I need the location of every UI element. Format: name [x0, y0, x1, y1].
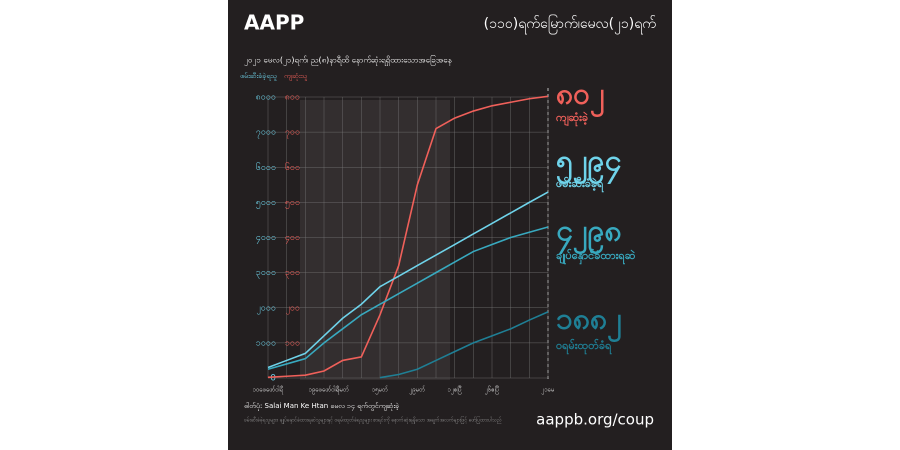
y-tick-label: ၅၀၀၀ — [256, 198, 276, 209]
y-tick-label: ၆၀၀၀ — [256, 162, 276, 173]
y2-tick-label: ၆၀၀ — [285, 162, 300, 173]
y2-tick-label: ၈၀၀ — [285, 93, 300, 103]
series-line — [267, 95, 549, 379]
y-axis-label: ဖမ်းဆီးခံခဲ့ရသူ — [240, 72, 277, 81]
x-tick-label: ၁မတ် — [335, 386, 349, 394]
x-tick-label: ၂၉မတ် — [410, 386, 426, 395]
series-label: ချုပ်နှောင်ခံထားရဆဲ — [556, 248, 635, 265]
y2-tick-label: ၇၀၀ — [285, 128, 300, 139]
x-tick-label: ၁၀ဖေဖော်ဝါရီ — [252, 386, 284, 395]
y2-axis-label: ကျဆုံးသူ — [284, 72, 308, 81]
y-tick-label: ၈၀၀၀ — [256, 93, 276, 103]
series-label: ကျဆုံးခဲ့ — [556, 111, 589, 127]
y2-tick-label: ၃၀၀ — [285, 268, 300, 279]
y-tick-label: ၁၀၀၀ — [256, 338, 276, 348]
x-tick-label: ၁၂ဧပြီ — [447, 385, 463, 395]
series-line — [267, 191, 549, 369]
y2-tick-label: ၂၀၀ — [285, 303, 300, 314]
y2-tick-label: ၁၀၀ — [285, 338, 300, 348]
y-tick-label: ၄၀၀၀ — [256, 233, 276, 244]
y-tick-label: ၇၀၀၀ — [256, 128, 276, 139]
credit: ဓါတ်ပုံ: Salai Man Ke Htan မေလ ၁၄ ရက်တွင… — [244, 402, 399, 411]
y2-tick-label: ၅၀၀ — [285, 198, 300, 209]
series-line — [379, 311, 549, 379]
series-label: ဝရမ်းထုတ်ခံရ — [556, 338, 612, 355]
y-tick-label: 0 — [270, 374, 276, 384]
url: aappb.org/coup — [536, 411, 654, 429]
series-label: ဖမ်းဆီးခံခဲ့ရ — [556, 176, 604, 193]
x-tick-label: ၂၁မေ — [541, 387, 554, 395]
chart-subtitle: (၁၁၀)ရက်မြောက်၊မေလ(၂၁)ရက် — [484, 15, 657, 34]
series-line — [267, 226, 549, 370]
y2-tick-label: ၄၀၀ — [285, 233, 300, 244]
x-tick-label: ၂၆ဧပြီ — [485, 385, 500, 395]
y-tick-label: ၂၀၀၀ — [256, 303, 276, 314]
y-tick-label: ၃၀၀၀ — [256, 268, 276, 279]
note: ၂၀၂၁ မေလ(၂၁)ရက်၊ ည(၈)နာရီထိ နောက်ဆုံးရရှ… — [244, 55, 453, 67]
chart-title: AAPP — [244, 11, 304, 35]
photo-placeholder — [300, 100, 450, 380]
x-tick-label: ၁၅မတ် — [371, 386, 388, 395]
x-tick-label: ၁၉ဖေဖော်ဝါရီ — [308, 386, 340, 395]
footnote: ဖမ်းဆီးခံခဲ့ရသူများ၊ ချုပ်နှောင်ခံထားရဆဲ… — [244, 417, 502, 424]
